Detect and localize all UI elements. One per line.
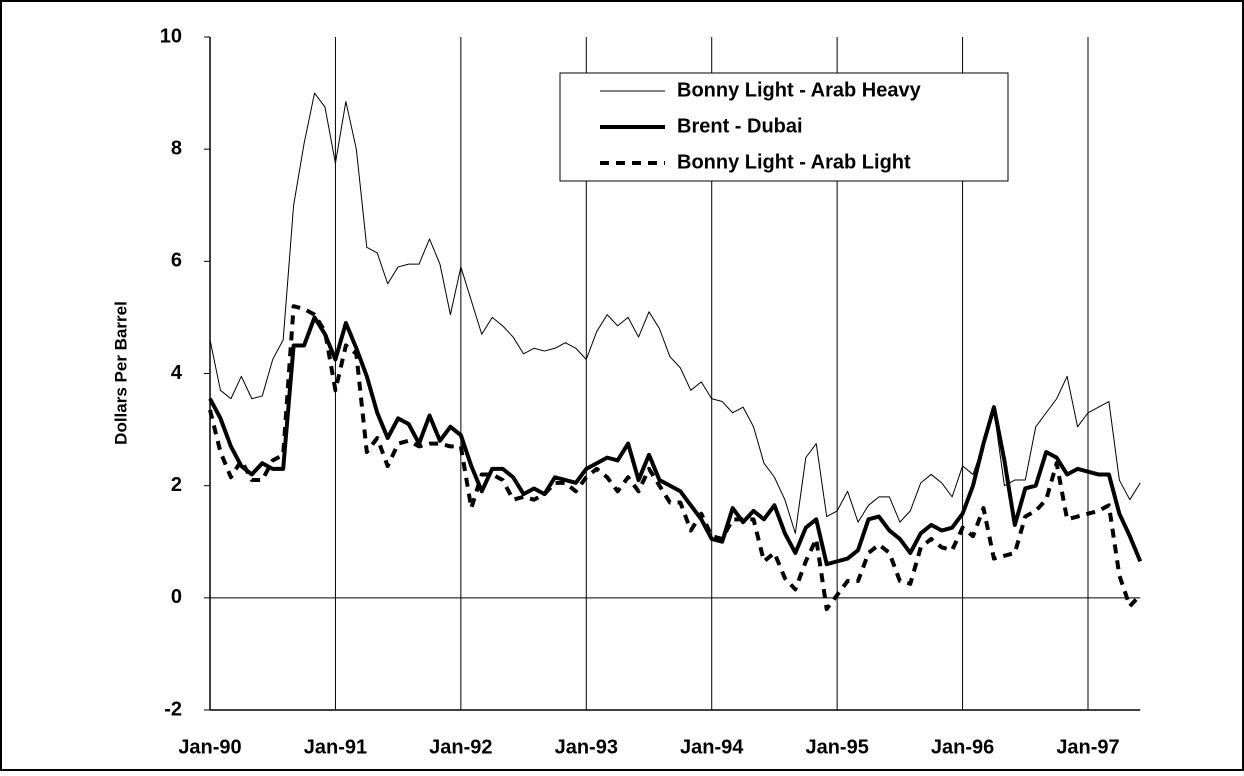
- x-tick-label: Jan-96: [931, 736, 994, 758]
- legend-label: Brent - Dubai: [677, 115, 803, 137]
- y-tick-label: 2: [171, 474, 182, 496]
- legend-label: Bonny Light - Arab Heavy: [677, 79, 922, 101]
- x-tick-label: Jan-94: [680, 736, 744, 758]
- y-tick-label: 4: [171, 362, 183, 384]
- x-tick-label: Jan-92: [429, 736, 492, 758]
- x-tick-label: Jan-91: [304, 736, 367, 758]
- x-tick-label: Jan-95: [805, 736, 868, 758]
- y-tick-label: 8: [171, 137, 182, 159]
- legend-label: Bonny Light - Arab Light: [677, 151, 911, 173]
- y-tick-label: 10: [160, 25, 182, 47]
- y-tick-label: 0: [171, 586, 182, 608]
- series-line: [208, 315, 1143, 567]
- x-tick-label: Jan-93: [555, 736, 618, 758]
- y-tick-label: 6: [171, 250, 182, 272]
- y-tick-label: -2: [164, 698, 182, 720]
- series-line: [208, 304, 1142, 612]
- y-axis-label: Dollars Per Barrel: [111, 301, 130, 445]
- x-tick-label: Jan-97: [1056, 736, 1119, 758]
- x-tick-label: Jan-90: [178, 736, 241, 758]
